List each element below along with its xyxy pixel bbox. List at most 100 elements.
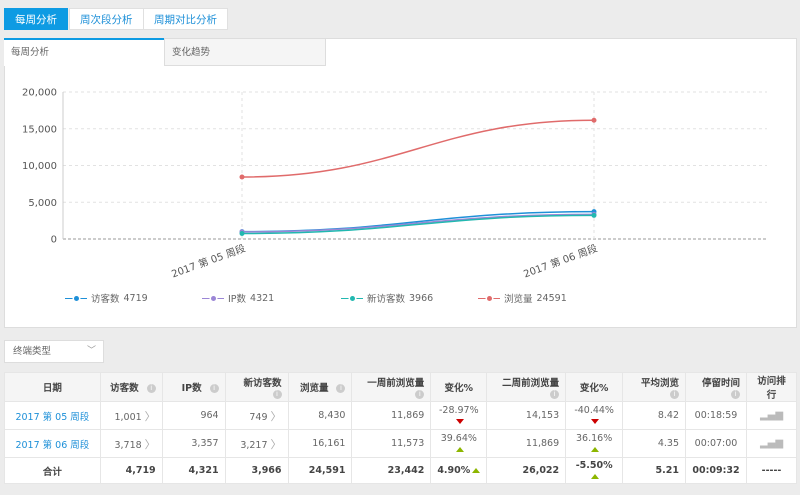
cell-new-visitors[interactable]: 3,217 〉 — [224, 429, 289, 458]
terminal-type-select[interactable]: 终端类型 ﹀ — [4, 340, 104, 363]
tab-button-weekly[interactable]: 每周分析 — [4, 8, 68, 30]
cell-rank: ----- — [745, 457, 798, 484]
cell-pv-1week: 11,573 — [351, 429, 432, 458]
arrow-down-icon — [455, 418, 464, 424]
header-new-visitors: 新访客数i — [224, 372, 289, 402]
legend-label: 新访客数 — [367, 294, 406, 305]
tab-weekly-analysis[interactable]: 每周分析 — [4, 38, 164, 66]
legend-total: 4321 — [250, 292, 275, 304]
y-tick-label: 15,000 — [22, 124, 57, 135]
cell-visitors[interactable]: 3,718 〉 — [99, 429, 163, 458]
series-line — [241, 119, 595, 178]
cell-change-1: -28.97% — [430, 401, 488, 430]
legend-label: 浏览量 — [504, 294, 533, 305]
x-tick-label: 2017 第 06 周段 — [522, 242, 599, 281]
data-table: 日期 访客数 i IP数 i 新访客数i 浏览量 i 一周前浏览量i 变化% 二周前浏… — [4, 372, 798, 484]
arrow-down-icon — [591, 418, 600, 424]
header-pageviews: 浏览量 i — [287, 372, 353, 402]
cell-visitors[interactable]: 1,001 〉 — [99, 401, 163, 430]
cell-pv-2week: 26,022 — [486, 457, 567, 484]
header-pv-2week: 二周前浏览量i — [486, 372, 567, 402]
cell-pv-2week: 14,153 — [486, 401, 567, 430]
cell-ip: 3,357 — [161, 429, 226, 458]
legend-total: 4719 — [123, 292, 148, 304]
chevron-right-icon[interactable]: 〉 — [270, 409, 282, 423]
legend-marker-icon — [202, 294, 224, 302]
legend-marker-icon — [341, 294, 363, 302]
cell-avg-pv: 5.21 — [622, 457, 686, 484]
header-change-2: 变化% — [565, 372, 624, 402]
cell-stay-time: 00:09:32 — [685, 457, 747, 484]
data-point — [591, 117, 597, 123]
info-icon[interactable]: i — [415, 389, 425, 399]
arrow-up-icon — [472, 468, 481, 473]
tab-button-period-compare[interactable]: 周期对比分析 — [143, 8, 228, 30]
header-stay-time: 停留时间i — [685, 372, 747, 402]
cell-change-2: 36.16% — [565, 429, 624, 458]
info-icon[interactable]: i — [730, 389, 740, 399]
legend-label: 访客数 — [91, 294, 120, 305]
chevron-right-icon[interactable]: 〉 — [144, 409, 156, 423]
data-point — [239, 230, 245, 236]
tab-trend[interactable]: 变化趋势 — [164, 38, 326, 66]
cell-ip: 4,321 — [161, 457, 226, 484]
header-visitors: 访客数 i — [99, 372, 163, 402]
line-chart: 0 5,000 10,000 15,000 20,000 2017 第 05 周段 2017… — [22, 88, 767, 281]
legend-marker-icon — [478, 294, 500, 302]
chevron-right-icon[interactable]: 〉 — [144, 437, 156, 451]
info-icon[interactable]: i — [209, 384, 219, 393]
header-avg-pv: 平均浏览i — [622, 372, 686, 402]
bar-chart-icon[interactable]: ▂▄▆ — [759, 410, 784, 421]
info-icon[interactable]: i — [146, 384, 156, 393]
x-tick-label: 2017 第 05 周段 — [170, 242, 247, 281]
select-label: 终端类型 — [13, 346, 52, 357]
chevron-right-icon[interactable]: 〉 — [270, 437, 282, 451]
series-line — [241, 214, 595, 235]
y-tick-label: 5,000 — [28, 198, 57, 209]
header-ip: IP数 i — [161, 372, 226, 402]
table-row: 2017 第 05 周段 1,001 〉 964 749 〉 8,430 11,86… — [4, 401, 798, 430]
y-tick-label: 20,000 — [22, 88, 57, 99]
tab-button-week-segment[interactable]: 周次段分析 — [69, 8, 144, 30]
info-icon[interactable]: i — [272, 389, 282, 399]
legend-pageviews[interactable]: 浏览量 24591 — [478, 291, 567, 305]
cell-date: 合计 — [4, 457, 101, 484]
legend-new-visitors[interactable]: 新访客数 3966 — [341, 291, 433, 305]
cell-pageviews: 16,161 — [287, 429, 353, 458]
bar-chart-icon[interactable]: ▂▄▆ — [759, 438, 784, 449]
info-icon[interactable]: i — [670, 389, 679, 399]
cell-pageviews: 8,430 — [287, 401, 353, 430]
header-rank: 访问排行 — [745, 372, 798, 402]
cell-date[interactable]: 2017 第 05 周段 — [4, 401, 101, 430]
cell-pv-1week: 11,869 — [351, 401, 432, 430]
arrow-up-icon — [591, 473, 600, 479]
header-change-1: 变化% — [430, 372, 488, 402]
cell-date[interactable]: 2017 第 06 周段 — [4, 429, 101, 458]
legend-ip[interactable]: IP数 4321 — [202, 291, 274, 305]
table-header: 日期 访客数 i IP数 i 新访客数i 浏览量 i 一周前浏览量i 变化% 二周前浏… — [4, 372, 798, 402]
legend-total: 3966 — [409, 292, 434, 304]
cell-rank[interactable]: ▂▄▆ — [745, 429, 798, 458]
data-point — [239, 174, 245, 180]
cell-pageviews: 24,591 — [287, 457, 353, 484]
arrow-up-icon — [591, 446, 600, 452]
table-total-row: 合计 4,719 4,321 3,966 24,591 23,442 4.90%… — [4, 457, 798, 484]
cell-stay-time: 00:07:00 — [685, 429, 747, 458]
cell-avg-pv: 4.35 — [622, 429, 686, 458]
header-date: 日期 — [4, 372, 101, 402]
cell-visitors: 4,719 — [99, 457, 163, 484]
arrow-up-icon — [455, 446, 464, 452]
info-icon[interactable]: i — [550, 389, 560, 399]
info-icon[interactable]: i — [336, 384, 346, 393]
cell-pv-1week: 23,442 — [351, 457, 432, 484]
chevron-down-icon: ﹀ — [86, 346, 96, 356]
series-line — [241, 213, 595, 233]
y-tick-label: 0 — [51, 235, 57, 246]
header-pv-1week: 一周前浏览量i — [351, 372, 432, 402]
cell-change-1: 4.90% — [430, 457, 488, 484]
chart-panel: 每周分析 变化趋势 0 5,000 10,000 15,000 20,000 2017 第… — [4, 38, 797, 328]
cell-new-visitors[interactable]: 749 〉 — [224, 401, 289, 430]
legend-marker-icon — [65, 294, 87, 302]
legend-visitors[interactable]: 访客数 4719 — [65, 291, 148, 305]
cell-rank[interactable]: ▂▄▆ — [745, 401, 798, 430]
